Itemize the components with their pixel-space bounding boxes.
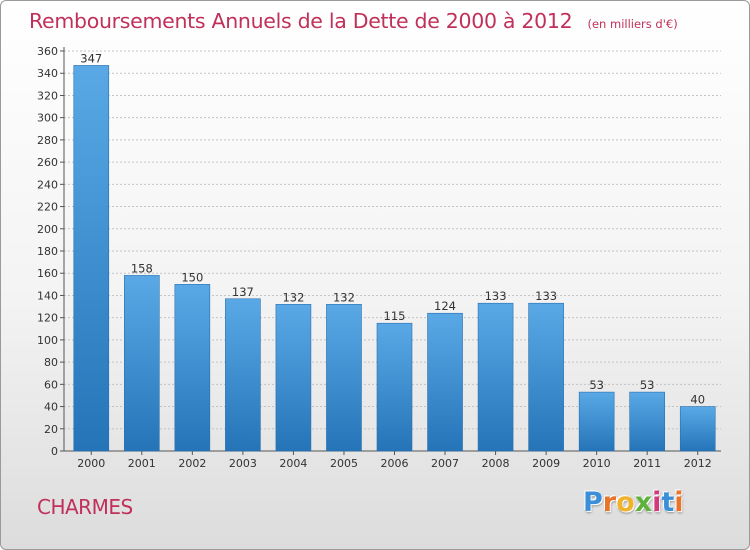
logo-letter: i <box>674 487 684 518</box>
bar <box>477 302 514 452</box>
y-tick-label: 280 <box>37 134 58 147</box>
bar-value-label: 133 <box>535 289 557 303</box>
x-tick-label: 2006 <box>381 457 409 470</box>
commune-name: CHARMES <box>37 495 133 519</box>
y-tick-label: 60 <box>44 378 58 391</box>
chart-title: Remboursements Annuels de la Dette de 20… <box>29 9 573 33</box>
proxiti-logo: Proxiti <box>583 487 684 518</box>
title-row: Remboursements Annuels de la Dette de 20… <box>29 9 678 33</box>
logo-letter: o <box>616 487 635 518</box>
y-tick-label: 140 <box>37 289 58 302</box>
bar-value-label: 53 <box>589 378 604 392</box>
bar-value-label: 40 <box>690 393 705 407</box>
x-tick-label: 2000 <box>77 457 105 470</box>
axis-layer: 0 20 40 60 80 100 120 140 160 180 200 220 240 260 280 3… <box>37 45 721 470</box>
y-tick-label: 360 <box>37 45 58 58</box>
y-tick-label: 80 <box>44 356 58 369</box>
bar-value-label: 132 <box>333 290 355 304</box>
bar-value-label: 53 <box>640 378 655 392</box>
y-tick-label: 20 <box>44 423 58 436</box>
logo-letter: i <box>652 487 662 518</box>
bar <box>528 302 564 452</box>
logo-letter: r <box>602 487 617 518</box>
x-tick-label: 2002 <box>178 457 206 470</box>
y-tick-label: 220 <box>37 201 58 214</box>
y-tick-label: 40 <box>44 401 58 414</box>
x-tick-label: 2007 <box>431 457 459 470</box>
bar <box>326 304 362 452</box>
logo-letter: P <box>583 487 603 518</box>
bar-value-label: 158 <box>131 261 153 275</box>
y-tick-label: 320 <box>37 89 58 102</box>
x-tick-label: 2009 <box>532 457 560 470</box>
y-tick-label: 180 <box>37 245 58 258</box>
x-tick-label: 2005 <box>330 457 358 470</box>
bar <box>679 406 716 452</box>
y-tick-label: 160 <box>37 267 58 280</box>
bar-value-label: 133 <box>485 289 507 303</box>
bar <box>73 65 110 452</box>
x-tick-label: 2003 <box>229 457 257 470</box>
bar <box>376 322 413 452</box>
bar-value-label: 132 <box>282 290 304 304</box>
y-tick-label: 200 <box>37 223 58 236</box>
logo-letter: t <box>661 487 675 518</box>
y-tick-label: 300 <box>37 112 58 125</box>
x-tick-label: 2011 <box>633 457 661 470</box>
bar-value-label: 347 <box>80 51 102 65</box>
bar <box>225 298 261 452</box>
bar-value-label: 115 <box>384 309 406 323</box>
y-tick-label: 340 <box>37 67 58 80</box>
x-tick-label: 2008 <box>482 457 510 470</box>
x-tick-label: 2010 <box>583 457 611 470</box>
bar <box>124 275 160 452</box>
x-tick-label: 2012 <box>684 457 712 470</box>
y-tick-label: 100 <box>37 334 58 347</box>
bar <box>174 284 211 452</box>
y-tick-label: 260 <box>37 156 58 169</box>
y-tick-label: 240 <box>37 178 58 191</box>
bar-value-label: 150 <box>181 270 203 284</box>
bar <box>275 304 312 452</box>
chart-unit: (en milliers d'€) <box>587 17 678 31</box>
y-tick-label: 120 <box>37 312 58 325</box>
bar-value-label: 124 <box>434 299 456 313</box>
bar-value-label: 137 <box>232 285 254 299</box>
bar <box>578 391 615 452</box>
y-tick-label: 0 <box>51 445 58 458</box>
x-tick-label: 2004 <box>279 457 307 470</box>
x-tick-label: 2001 <box>128 457 156 470</box>
bar-layer: 347 158 150 137 132 132 115 124 133 133 53 53 40 <box>73 51 716 452</box>
bar <box>427 312 463 452</box>
logo-letter: x <box>634 487 653 518</box>
bar <box>629 391 665 452</box>
